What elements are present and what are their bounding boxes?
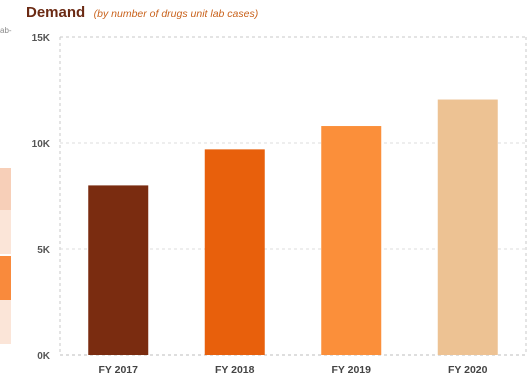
y-tick-label: 15K [32, 33, 51, 44]
left-edge-text: ab- [0, 26, 12, 35]
chart-title-area: Demand (by number of drugs unit lab case… [26, 4, 258, 22]
x-category-label: FY 2020 [448, 364, 488, 376]
bar [321, 126, 382, 355]
left-edge-strip [0, 256, 11, 300]
left-edge-strip [0, 300, 11, 344]
left-edge-strip [0, 210, 11, 254]
bar [204, 149, 265, 355]
x-category-label: FY 2018 [215, 364, 255, 376]
y-tick-label: 0K [37, 351, 51, 362]
chart-title: Demand [26, 4, 86, 21]
y-tick-label: 5K [37, 245, 51, 256]
bar [88, 185, 149, 355]
x-category-label: FY 2019 [331, 364, 371, 376]
bar [437, 99, 498, 355]
chart-subtitle: (by number of drugs unit lab cases) [93, 8, 259, 20]
x-category-label: FY 2017 [98, 364, 138, 376]
left-edge-strip [0, 168, 11, 212]
y-tick-label: 10K [32, 139, 51, 150]
